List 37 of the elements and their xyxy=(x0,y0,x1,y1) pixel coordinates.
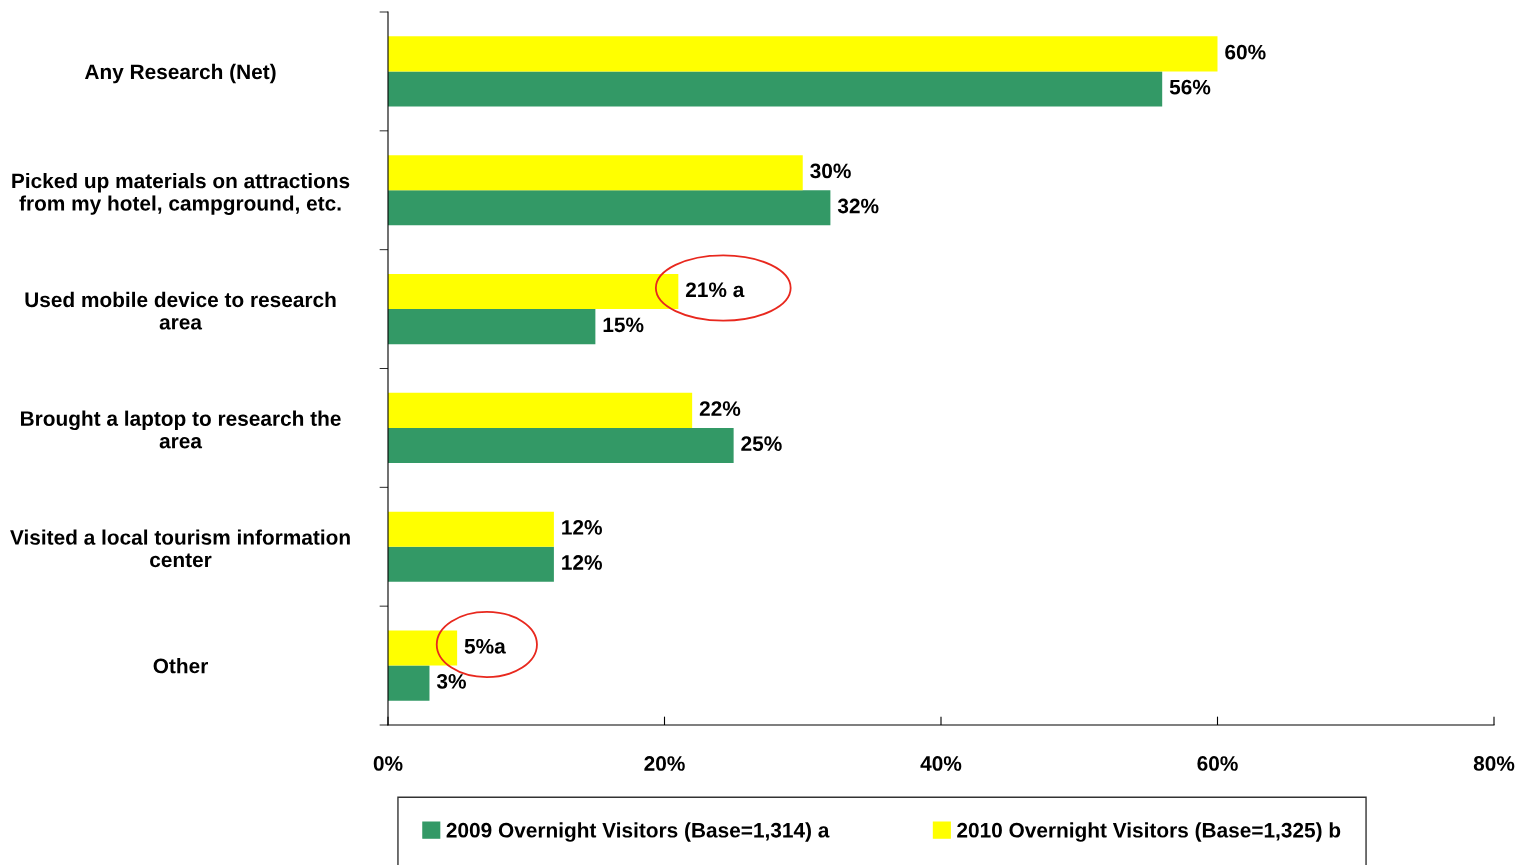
bar xyxy=(388,665,430,701)
bar xyxy=(388,427,734,463)
x-tick-label: 80% xyxy=(1473,756,1515,771)
annotation: 5%a xyxy=(464,638,506,654)
y-tick-label: Visited a local tourism information center xyxy=(10,529,350,568)
bar xyxy=(388,392,693,428)
bar xyxy=(388,309,596,345)
bar xyxy=(388,630,458,666)
data-label: 32% xyxy=(837,198,879,214)
y-tick-label: Picked up materials on attractions from my hotel, campground, etc. xyxy=(12,172,350,215)
y-tick-label: Brought a laptop to research the area xyxy=(21,410,341,449)
bar xyxy=(388,274,679,310)
bar xyxy=(388,190,831,226)
bar xyxy=(388,511,554,547)
bar xyxy=(388,71,1163,107)
x-tick-label: 0% xyxy=(373,756,403,771)
data-label: 15% xyxy=(603,317,644,333)
data-label: 12% xyxy=(562,520,602,535)
bar xyxy=(388,36,1218,72)
data-label: 25% xyxy=(741,436,782,452)
y-tick-label: Other xyxy=(153,658,208,674)
annotation: 21% a xyxy=(685,282,745,298)
bar xyxy=(388,155,803,191)
y-tick-label: Used mobile device to research area xyxy=(25,291,336,330)
y-tick-label: Any Research (Net) xyxy=(84,63,276,84)
data-label: 30% xyxy=(810,163,851,179)
x-tick-label: 60% xyxy=(1197,756,1238,771)
data-label: 56% xyxy=(1169,79,1211,95)
data-label: 60% xyxy=(1225,44,1266,60)
data-label: 22% xyxy=(699,401,741,416)
bar xyxy=(388,546,554,582)
data-label: 3% xyxy=(436,673,466,689)
x-tick-label: 20% xyxy=(644,756,685,771)
legend-label: 2009 Overnight Visitors (Base=1,314) a xyxy=(446,822,830,842)
x-tick-label: 40% xyxy=(920,756,962,771)
legend-label: 2010 Overnight Visitors (Base=1,325) b xyxy=(957,822,1341,842)
data-label: 12% xyxy=(562,555,602,570)
